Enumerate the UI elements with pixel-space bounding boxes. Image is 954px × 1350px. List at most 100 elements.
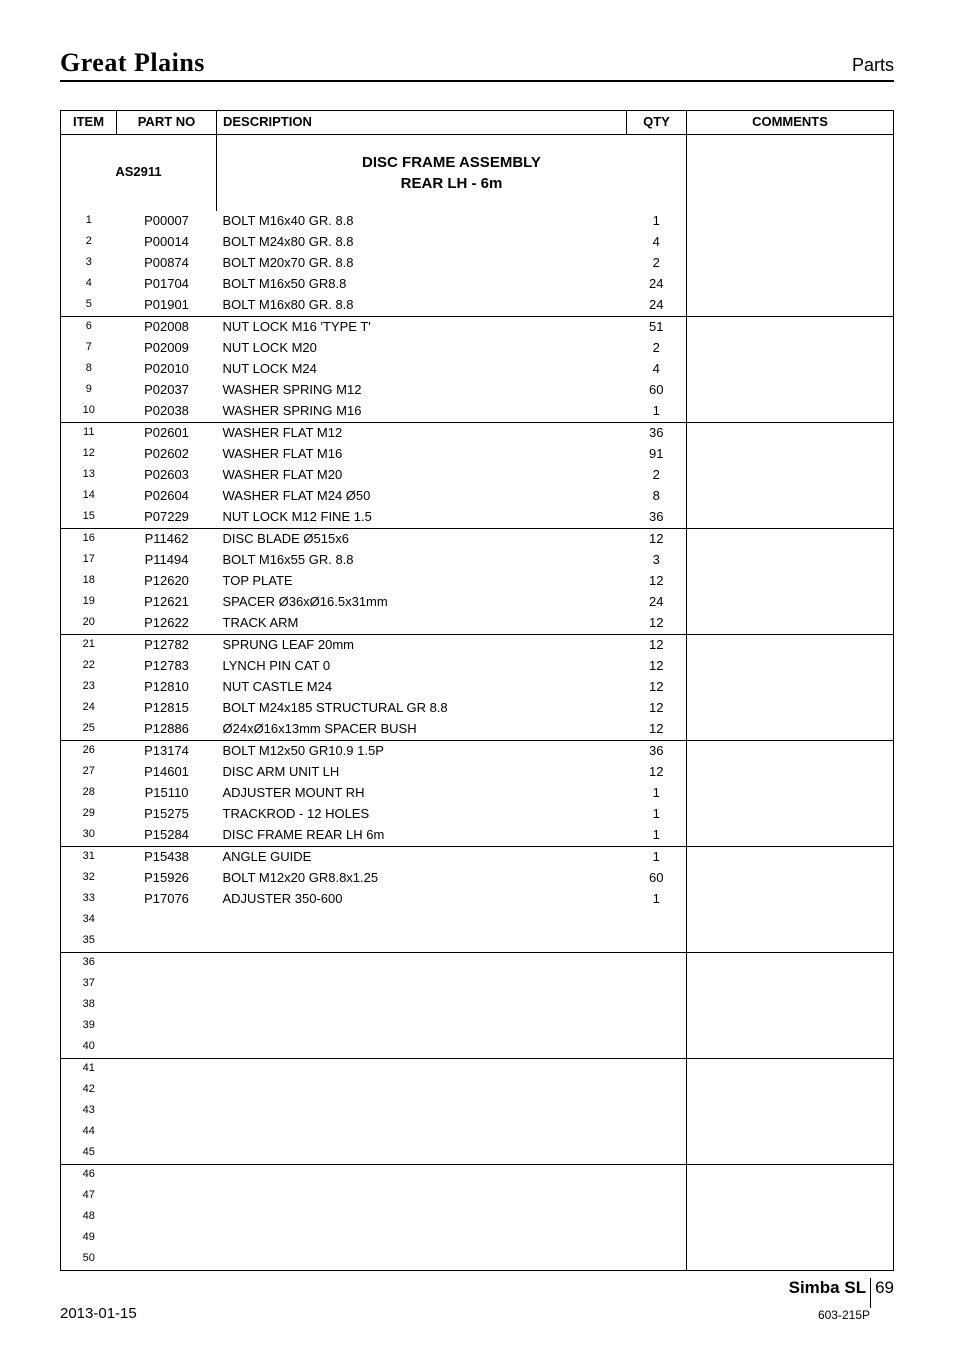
table-row: 49	[61, 1228, 894, 1249]
table-row: 3P00874BOLT M20x70 GR. 8.82	[61, 253, 894, 274]
cell-desc: WASHER FLAT M20	[217, 465, 627, 486]
table-row: 25P12886Ø24xØ16x13mm SPACER BUSH12	[61, 719, 894, 741]
title-spacer	[687, 134, 894, 211]
table-row: 29P15275TRACKROD - 12 HOLES1	[61, 804, 894, 825]
table-row: 27P14601DISC ARM UNIT LH12	[61, 762, 894, 783]
cell-item: 21	[61, 634, 117, 656]
cell-item: 10	[61, 401, 117, 423]
cell-part: P15275	[117, 804, 217, 825]
cell-desc: DISC BLADE Ø515x6	[217, 528, 627, 550]
cell-qty: 8	[627, 486, 687, 507]
table-row: 42	[61, 1080, 894, 1101]
cell-item: 32	[61, 868, 117, 889]
cell-comments	[687, 1186, 894, 1207]
cell-qty: 12	[627, 719, 687, 741]
table-row: 34	[61, 910, 894, 931]
table-row: 21P12782SPRUNG LEAF 20mm12	[61, 634, 894, 656]
cell-desc	[217, 1016, 627, 1037]
cell-desc: WASHER FLAT M16	[217, 444, 627, 465]
table-row: 32P15926BOLT M12x20 GR8.8x1.2560	[61, 868, 894, 889]
cell-qty: 2	[627, 465, 687, 486]
assembly-title-line2: REAR LH - 6m	[401, 175, 503, 192]
footer-right: Simba SL 69 603-215P	[789, 1278, 894, 1322]
page: Great Plains Parts AS2911 DISC FRAME ASS…	[0, 0, 954, 1350]
table-row: 12P02602WASHER FLAT M1691	[61, 444, 894, 465]
cell-comments	[687, 740, 894, 762]
cell-desc	[217, 995, 627, 1016]
table-row: 39	[61, 1016, 894, 1037]
cell-part	[117, 1164, 217, 1186]
cell-comments	[687, 974, 894, 995]
cell-item: 46	[61, 1164, 117, 1186]
section-label: Parts	[852, 55, 894, 76]
table-row: 50	[61, 1249, 894, 1271]
cell-part	[117, 1143, 217, 1165]
cell-part: P12620	[117, 571, 217, 592]
table-row: 23P12810NUT CASTLE M2412	[61, 677, 894, 698]
cell-qty: 12	[627, 613, 687, 635]
page-header: Great Plains Parts	[60, 48, 894, 82]
cell-comments	[687, 1080, 894, 1101]
cell-part	[117, 1122, 217, 1143]
cell-qty: 1	[627, 211, 687, 232]
cell-qty	[627, 1080, 687, 1101]
cell-part: P15284	[117, 825, 217, 847]
cell-item: 27	[61, 762, 117, 783]
cell-qty: 1	[627, 889, 687, 910]
cell-desc	[217, 910, 627, 931]
cell-qty	[627, 1186, 687, 1207]
cell-comments	[687, 1228, 894, 1249]
cell-comments	[687, 613, 894, 635]
cell-desc: DISC ARM UNIT LH	[217, 762, 627, 783]
cell-comments	[687, 804, 894, 825]
cell-comments	[687, 444, 894, 465]
table-row: 11P02601WASHER FLAT M1236	[61, 422, 894, 444]
assembly-title-line1: DISC FRAME ASSEMBLY	[362, 154, 541, 171]
cell-qty	[627, 1016, 687, 1037]
cell-desc: NUT LOCK M24	[217, 359, 627, 380]
cell-desc: NUT LOCK M16 'TYPE T'	[217, 316, 627, 338]
cell-comments	[687, 211, 894, 232]
cell-qty: 12	[627, 634, 687, 656]
cell-qty: 36	[627, 507, 687, 529]
cell-part	[117, 1101, 217, 1122]
footer-model: Simba SL	[789, 1278, 866, 1297]
cell-comments	[687, 380, 894, 401]
cell-item: 50	[61, 1249, 117, 1271]
cell-part: P14601	[117, 762, 217, 783]
cell-part	[117, 910, 217, 931]
cell-qty: 36	[627, 740, 687, 762]
table-row: 33P17076ADJUSTER 350-6001	[61, 889, 894, 910]
cell-part: P12783	[117, 656, 217, 677]
table-row: 18P12620TOP PLATE12	[61, 571, 894, 592]
cell-comments	[687, 592, 894, 613]
cell-part: P12622	[117, 613, 217, 635]
cell-part	[117, 952, 217, 974]
cell-qty	[627, 952, 687, 974]
table-body: 1P00007BOLT M16x40 GR. 8.812P00014BOLT M…	[61, 211, 894, 1271]
cell-desc: BOLT M24x80 GR. 8.8	[217, 232, 627, 253]
table-row: 24P12815BOLT M24x185 STRUCTURAL GR 8.812	[61, 698, 894, 719]
cell-part: P12886	[117, 719, 217, 741]
cell-part: P02009	[117, 338, 217, 359]
cell-qty	[627, 931, 687, 953]
cell-item: 17	[61, 550, 117, 571]
cell-desc: BOLT M16x50 GR8.8	[217, 274, 627, 295]
cell-qty	[627, 1164, 687, 1186]
cell-desc	[217, 1249, 627, 1271]
cell-item: 49	[61, 1228, 117, 1249]
assembly-code: AS2911	[61, 134, 217, 211]
cell-part: P12782	[117, 634, 217, 656]
cell-comments	[687, 528, 894, 550]
cell-comments	[687, 825, 894, 847]
cell-item: 45	[61, 1143, 117, 1165]
cell-desc: TRACKROD - 12 HOLES	[217, 804, 627, 825]
cell-desc	[217, 952, 627, 974]
cell-desc	[217, 1101, 627, 1122]
cell-qty	[627, 1101, 687, 1122]
cell-part	[117, 1207, 217, 1228]
table-row: 5P01901BOLT M16x80 GR. 8.824	[61, 295, 894, 317]
cell-comments	[687, 910, 894, 931]
cell-part: P00007	[117, 211, 217, 232]
cell-item: 37	[61, 974, 117, 995]
